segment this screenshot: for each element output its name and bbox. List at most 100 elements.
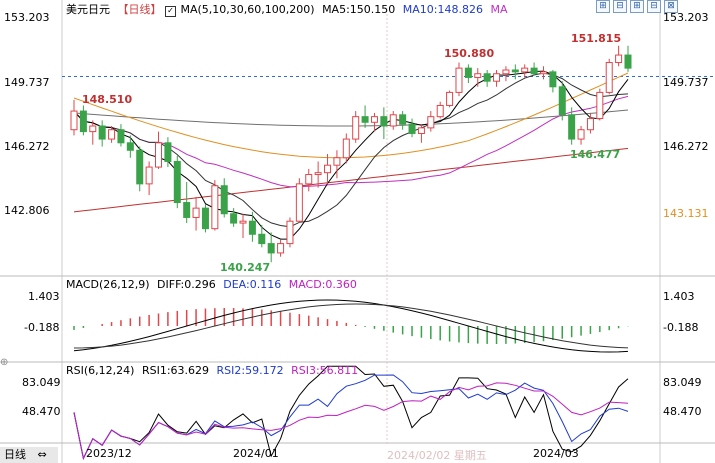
candle-body	[333, 157, 341, 166]
zoom-in-icon[interactable]: ⊞	[596, 0, 610, 13]
candle-body	[399, 114, 407, 125]
ma-params: MA(5,10,30,60,100,200)	[180, 3, 315, 16]
candle-body	[295, 183, 303, 222]
period-tab-label: 日线	[4, 448, 26, 461]
annotation-mid: 148.510	[82, 93, 133, 106]
rsi3-value: RSI3:56.811	[291, 364, 359, 377]
candle-body	[436, 104, 444, 118]
rsi-axis-left-2: 48.470	[22, 405, 61, 418]
candle-body	[248, 220, 256, 235]
price-axis-left-4: 142.806	[4, 204, 50, 217]
candle-body	[155, 142, 163, 168]
candle-body	[70, 110, 78, 131]
candle-body	[464, 67, 472, 78]
macd-value: MACD:0.360	[288, 278, 357, 291]
candle-body	[530, 67, 538, 75]
candle-body	[277, 243, 285, 254]
candle-body	[502, 69, 510, 75]
candle-body	[267, 243, 275, 254]
candle-body	[624, 54, 632, 69]
candle-body	[108, 129, 116, 140]
candle-body	[164, 142, 172, 162]
candle-body	[220, 185, 228, 215]
candle-body	[136, 149, 144, 185]
collapse-icon[interactable]: ⊟	[647, 0, 661, 13]
candle-body	[380, 116, 388, 127]
candle-body	[98, 125, 106, 140]
candle-body	[586, 118, 594, 131]
candle-body	[192, 207, 200, 218]
symbol-name: 美元日元	[66, 3, 110, 16]
rsi2-value: RSI2:59.172	[216, 364, 284, 377]
macd-axis-left-2: -0.188	[24, 321, 60, 334]
candle-body	[286, 220, 294, 245]
ma-toggle-icon[interactable]: ✓	[165, 6, 176, 17]
macd-header: MACD(26,12,9) DIFF:0.296 DEA:0.116 MACD:…	[66, 278, 361, 291]
ma200-line	[73, 147, 629, 213]
macd-params: MACD(26,12,9)	[66, 278, 150, 291]
candle-body	[427, 116, 435, 129]
candle-body	[126, 142, 134, 151]
candle-body	[361, 116, 369, 123]
candle-body	[239, 220, 247, 224]
macd-axis-right-2: -0.188	[663, 321, 699, 334]
ma60-line	[73, 72, 629, 159]
x-axis-label-2: 2024/01	[233, 447, 279, 460]
price-axis-right-4: 143.131	[663, 207, 709, 220]
candle-body	[408, 123, 416, 134]
candle-body	[558, 86, 566, 116]
candle-body	[596, 91, 604, 120]
candle-body	[389, 114, 397, 127]
annotation-high-1: 150.880	[444, 47, 495, 60]
annotation-high-2: 151.815	[571, 32, 622, 45]
expand-icon[interactable]: ⊞	[630, 0, 644, 13]
price-axis-left-2: 149.737	[4, 76, 50, 89]
rsi-header: RSI(6,12,24) RSI1:63.629 RSI2:59.172 RSI…	[66, 364, 362, 377]
annotation-low-1: 140.247	[220, 261, 271, 274]
price-axis-right-1: 153.203	[663, 11, 709, 24]
rsi1-value: RSI1:63.629	[141, 364, 210, 377]
candle-body	[455, 67, 463, 93]
candle-body	[201, 207, 209, 230]
candle-body	[511, 69, 519, 73]
annotation-low-2: 146.477	[570, 148, 621, 161]
candle-body	[117, 129, 125, 144]
candle-body	[474, 73, 482, 78]
candle-body	[577, 129, 585, 140]
scroll-handle-icon[interactable]: ⊕	[0, 357, 9, 368]
candle-body	[173, 160, 181, 204]
candle-body	[605, 62, 613, 93]
price-axis-left-3: 146.272	[4, 140, 50, 153]
zoom-out-icon[interactable]: ⊟	[613, 0, 627, 13]
period-label[interactable]: 【日线】	[117, 3, 162, 16]
price-axis-right-2: 149.737	[663, 76, 709, 89]
period-tab[interactable]: 日线 ⇔	[0, 447, 58, 463]
candle-body	[493, 73, 501, 82]
ma5-value: MA5:150.150	[322, 3, 396, 16]
macd-axis-left-1: 1.403	[28, 290, 60, 303]
price-axis-right-3: 146.272	[663, 140, 709, 153]
macd-axis-right-1: 1.403	[663, 290, 695, 303]
candle-body	[568, 114, 576, 140]
rsi3-line	[73, 382, 629, 460]
macd-diff-line	[73, 299, 629, 353]
candle-body	[615, 54, 623, 64]
candle-body	[305, 174, 313, 185]
candle-body	[79, 110, 87, 133]
rsi-params: RSI(6,12,24)	[66, 364, 135, 377]
x-axis-label-1: 2023/12	[86, 447, 132, 460]
candle-body	[549, 71, 557, 88]
macd-dea-line	[73, 303, 629, 349]
chart-header: 美元日元 【日线】 ✓ MA(5,10,30,60,100,200) MA5:1…	[66, 1, 512, 17]
candle-body	[324, 164, 332, 174]
candle-body	[211, 185, 219, 230]
candle-body	[230, 213, 238, 224]
rsi1-line	[73, 365, 629, 460]
macd-diff: DIFF:0.296	[157, 278, 216, 291]
candle-body	[352, 116, 360, 140]
x-axis-label-4: 2024/03	[533, 447, 579, 460]
resize-arrow-icon[interactable]: ⇔	[37, 448, 47, 461]
fullscreen-icon[interactable]: ⊠	[664, 0, 678, 13]
chart-toolbar: ⊞ ⊟ ⊞ ⊟ ⊠	[596, 0, 678, 13]
